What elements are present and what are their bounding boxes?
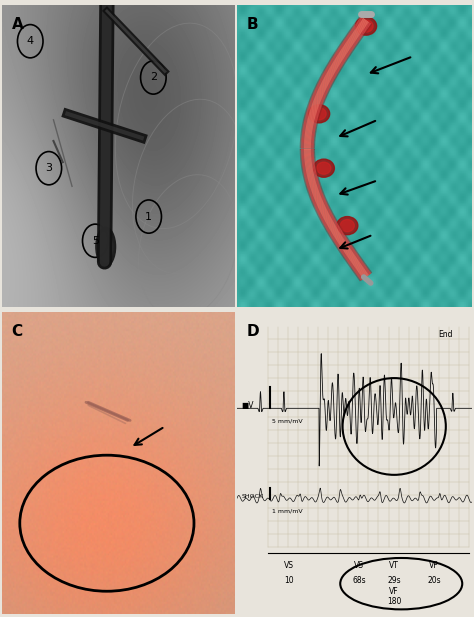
Text: 5 mm/mV: 5 mm/mV [272, 419, 303, 424]
Ellipse shape [356, 17, 377, 35]
Text: 10: 10 [284, 576, 293, 585]
Ellipse shape [359, 20, 373, 32]
Text: 4: 4 [27, 36, 34, 46]
Ellipse shape [96, 227, 116, 267]
Text: VS: VS [354, 561, 364, 570]
Text: 2: 2 [150, 72, 157, 83]
Text: 180: 180 [387, 597, 401, 607]
Text: B: B [246, 17, 258, 32]
Ellipse shape [313, 159, 334, 177]
Text: 3: 3 [46, 163, 52, 173]
Text: End: End [438, 329, 453, 339]
Text: 20s: 20s [427, 576, 441, 585]
Text: 68s: 68s [352, 576, 366, 585]
Text: SHOCK: SHOCK [242, 494, 264, 499]
Text: ■V: ■V [242, 401, 254, 410]
Ellipse shape [99, 232, 113, 262]
Text: 1: 1 [145, 212, 152, 222]
Text: VT: VT [389, 561, 399, 570]
Ellipse shape [317, 162, 331, 174]
Ellipse shape [337, 217, 358, 234]
Text: D: D [246, 324, 259, 339]
Text: VS: VS [283, 561, 293, 570]
Text: 29s: 29s [387, 576, 401, 585]
Ellipse shape [309, 105, 330, 123]
Ellipse shape [340, 220, 354, 232]
Text: 5: 5 [92, 236, 99, 246]
Text: 1 mm/mV: 1 mm/mV [272, 508, 303, 513]
Text: VF: VF [389, 587, 399, 596]
Text: C: C [12, 324, 23, 339]
Text: VF: VF [429, 561, 439, 570]
Text: A: A [12, 17, 23, 32]
Ellipse shape [312, 108, 326, 120]
